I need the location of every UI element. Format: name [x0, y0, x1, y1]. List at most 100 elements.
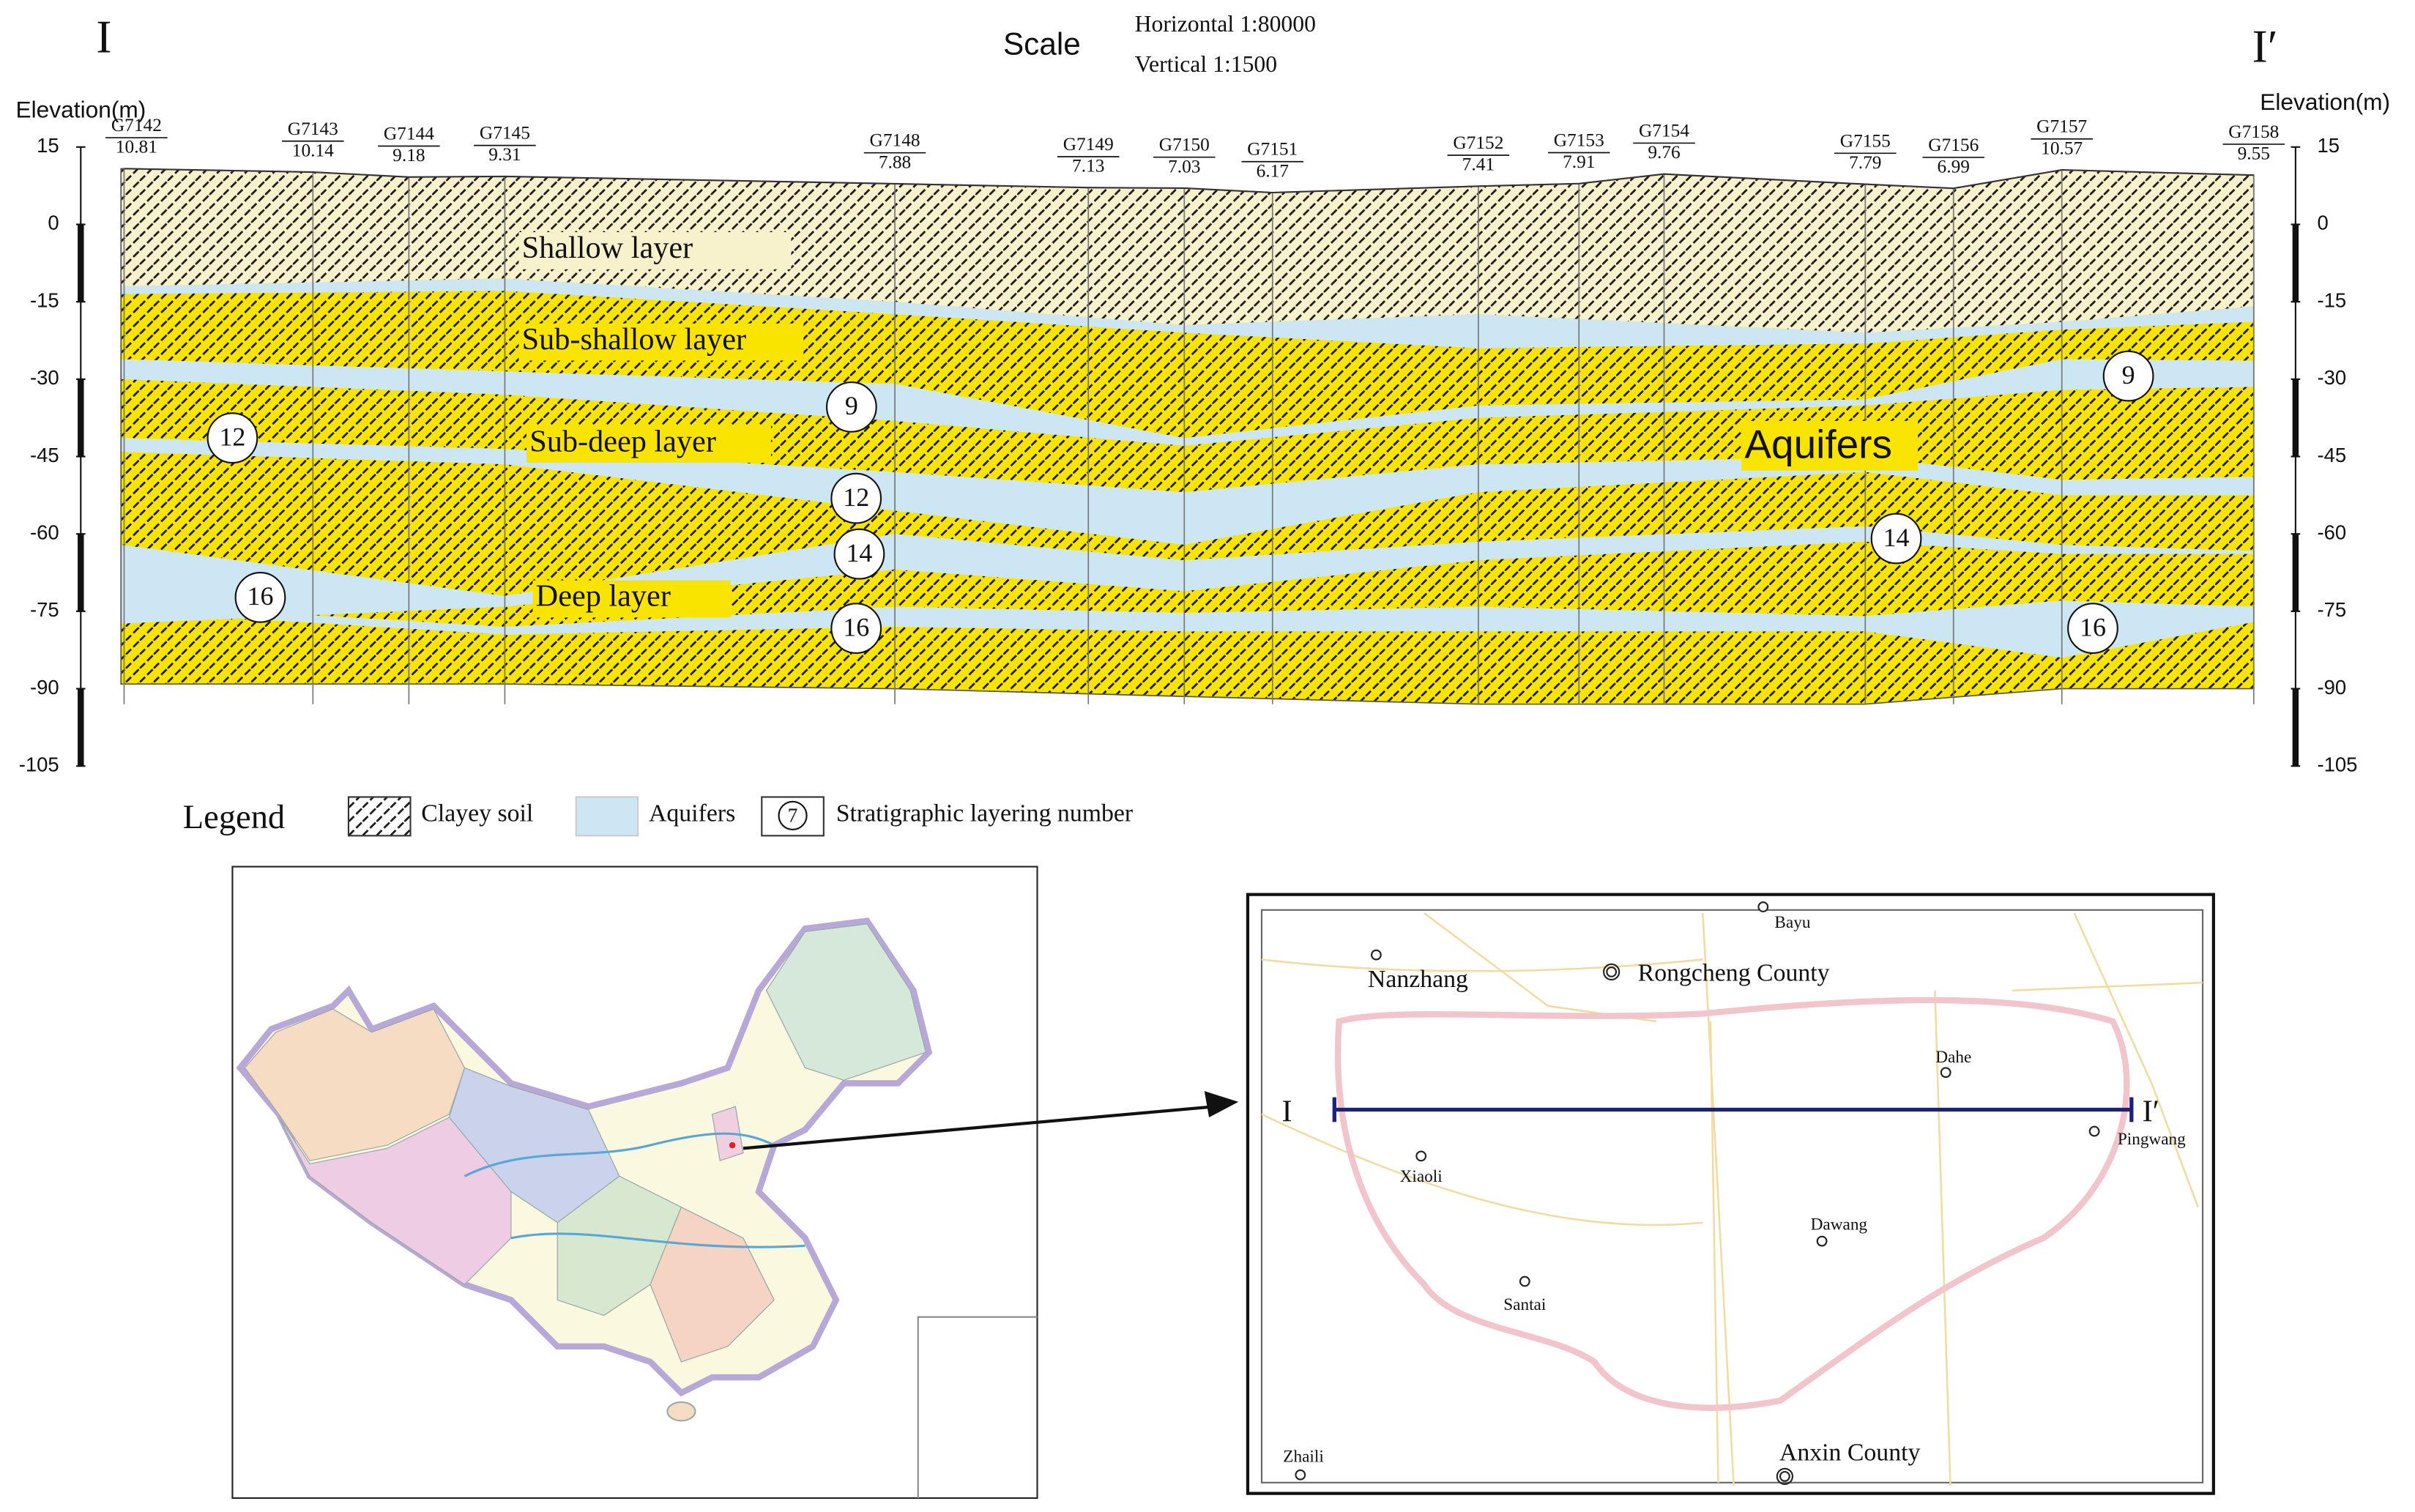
layer-number-circle — [830, 472, 882, 524]
well-elevation: 10.81 — [116, 137, 157, 157]
tick-label: -75 — [30, 598, 59, 621]
well-name: G7142 — [111, 115, 162, 135]
well-elevation: 10.57 — [2041, 138, 2083, 158]
well-elevation: 7.03 — [1168, 156, 1200, 176]
well-elevation: 6.99 — [1938, 157, 1970, 177]
place-marker — [1606, 966, 1618, 977]
well-elevation: 7.91 — [1563, 152, 1595, 172]
ground-surface — [124, 168, 2254, 194]
tick-label: -105 — [19, 753, 59, 775]
place-label: Nanzhang — [1368, 966, 1468, 993]
place-marker — [1415, 1150, 1427, 1162]
region — [765, 923, 927, 1081]
place-marker — [1295, 1469, 1306, 1481]
place-marker-ring — [1776, 1467, 1794, 1486]
well-elevation: 7.88 — [879, 152, 911, 172]
tick-label: -30 — [2317, 366, 2346, 389]
legend-swatch — [347, 796, 412, 837]
label-bg — [532, 580, 732, 618]
tick-label: -105 — [2317, 753, 2357, 775]
well-name: G7145 — [480, 123, 530, 144]
tick-label: -75 — [2317, 598, 2346, 621]
well-name: G7143 — [288, 119, 338, 139]
layer-number-circle — [1870, 513, 1922, 565]
well-name: G7151 — [1247, 139, 1298, 160]
layer-label: Sub-deep layer — [529, 424, 716, 458]
section-start: I — [1281, 1095, 1292, 1129]
scale-label: Scale — [1003, 27, 1081, 62]
legend-item: Stratigraphic layering number — [836, 800, 1133, 827]
well-elevation: 10.14 — [292, 140, 334, 160]
well-elevation: 9.18 — [392, 145, 425, 165]
layer-number-circle — [833, 528, 885, 580]
aquifer — [121, 359, 2254, 446]
layer-number: 9 — [845, 391, 858, 420]
well-elevation: 9.31 — [488, 144, 521, 165]
legend-swatch — [575, 796, 639, 837]
well-name: G7150 — [1159, 135, 1210, 155]
inset-frame — [917, 1316, 1038, 1498]
place-label: Rongcheng County — [1638, 959, 1830, 986]
scale-vertical: Vertical 1:1500 — [1135, 51, 1277, 77]
place-label: Pingwang — [2118, 1130, 2186, 1149]
place-marker — [1757, 901, 1769, 912]
aquifer — [121, 600, 2254, 658]
tick-label: -90 — [30, 676, 59, 699]
well-name: G7155 — [1840, 130, 1891, 151]
layer-number-circle — [206, 412, 258, 464]
well-name: G7156 — [1928, 135, 1979, 155]
well-name: G7149 — [1063, 134, 1114, 154]
road — [1261, 912, 2203, 1486]
tick-label: -45 — [2317, 444, 2346, 466]
section-start: I — [96, 12, 111, 63]
china-map — [231, 865, 1239, 1500]
legend-title: Legend — [183, 799, 285, 836]
layer-label: Sub-shallow layer — [522, 322, 746, 357]
tick-label: 15 — [37, 134, 59, 157]
label-bg — [518, 232, 792, 269]
layer-number: 16 — [248, 581, 274, 611]
well-name: G7157 — [2036, 116, 2087, 137]
layer-label: Shallow layer — [522, 231, 693, 265]
well-name: G7158 — [2228, 122, 2279, 142]
place-label: Bayu — [1774, 913, 1810, 932]
tick-label: -60 — [2317, 521, 2346, 543]
layer-number-circle — [830, 603, 882, 655]
aquifer — [121, 526, 2254, 624]
place-label: Anxin County — [1779, 1440, 1921, 1467]
well-name: G7144 — [384, 124, 434, 144]
axis-title: Elevation(m) — [16, 97, 146, 123]
region — [448, 1067, 620, 1224]
layer-number: 9 — [2122, 360, 2135, 390]
well-name: G7148 — [870, 130, 920, 151]
legend-swatch — [761, 796, 825, 837]
boundary — [1334, 997, 2130, 1411]
well-elevation: 6.17 — [1257, 160, 1289, 181]
tick-label: -15 — [2317, 288, 2346, 311]
section-end: I′ — [2143, 1095, 2159, 1129]
well-elevation: 7.13 — [1072, 156, 1104, 176]
place-marker — [2088, 1125, 2100, 1137]
tick-label: 0 — [2317, 212, 2328, 234]
arrow-head — [1204, 1091, 1239, 1118]
aquifer — [121, 278, 2254, 349]
tick-label: -45 — [30, 444, 59, 466]
axis-title: Elevation(m) — [2260, 89, 2390, 115]
well-elevation: 7.79 — [1849, 152, 1881, 173]
place-marker — [1816, 1235, 1828, 1247]
place-label: Zhaili — [1283, 1447, 1324, 1466]
tick-label: -90 — [2317, 676, 2346, 699]
legend: Legend Clayey soil Aquifers 7 Stratigrap… — [183, 796, 1133, 837]
layer-number-circle — [825, 381, 877, 433]
layer-number: 16 — [2080, 612, 2106, 641]
place-label: Dahe — [1935, 1048, 1971, 1067]
legend-item: Aquifers — [649, 800, 735, 827]
cross-section: 15 0 -15 -30 -45 -60 -75 -90 -105 15 0 -15 -30 -45 -60… — [19, 115, 2358, 775]
aquifer — [121, 438, 2254, 545]
local-map: I I′ Bayu Nanzhang Rongcheng County Dahe Pin… — [1246, 893, 2215, 1495]
aquifer-label: Aquifers — [1744, 421, 1892, 466]
well-elevation: 9.55 — [2238, 144, 2270, 164]
layer-number: 16 — [843, 612, 869, 641]
well-elevation: 7.41 — [1462, 154, 1495, 175]
